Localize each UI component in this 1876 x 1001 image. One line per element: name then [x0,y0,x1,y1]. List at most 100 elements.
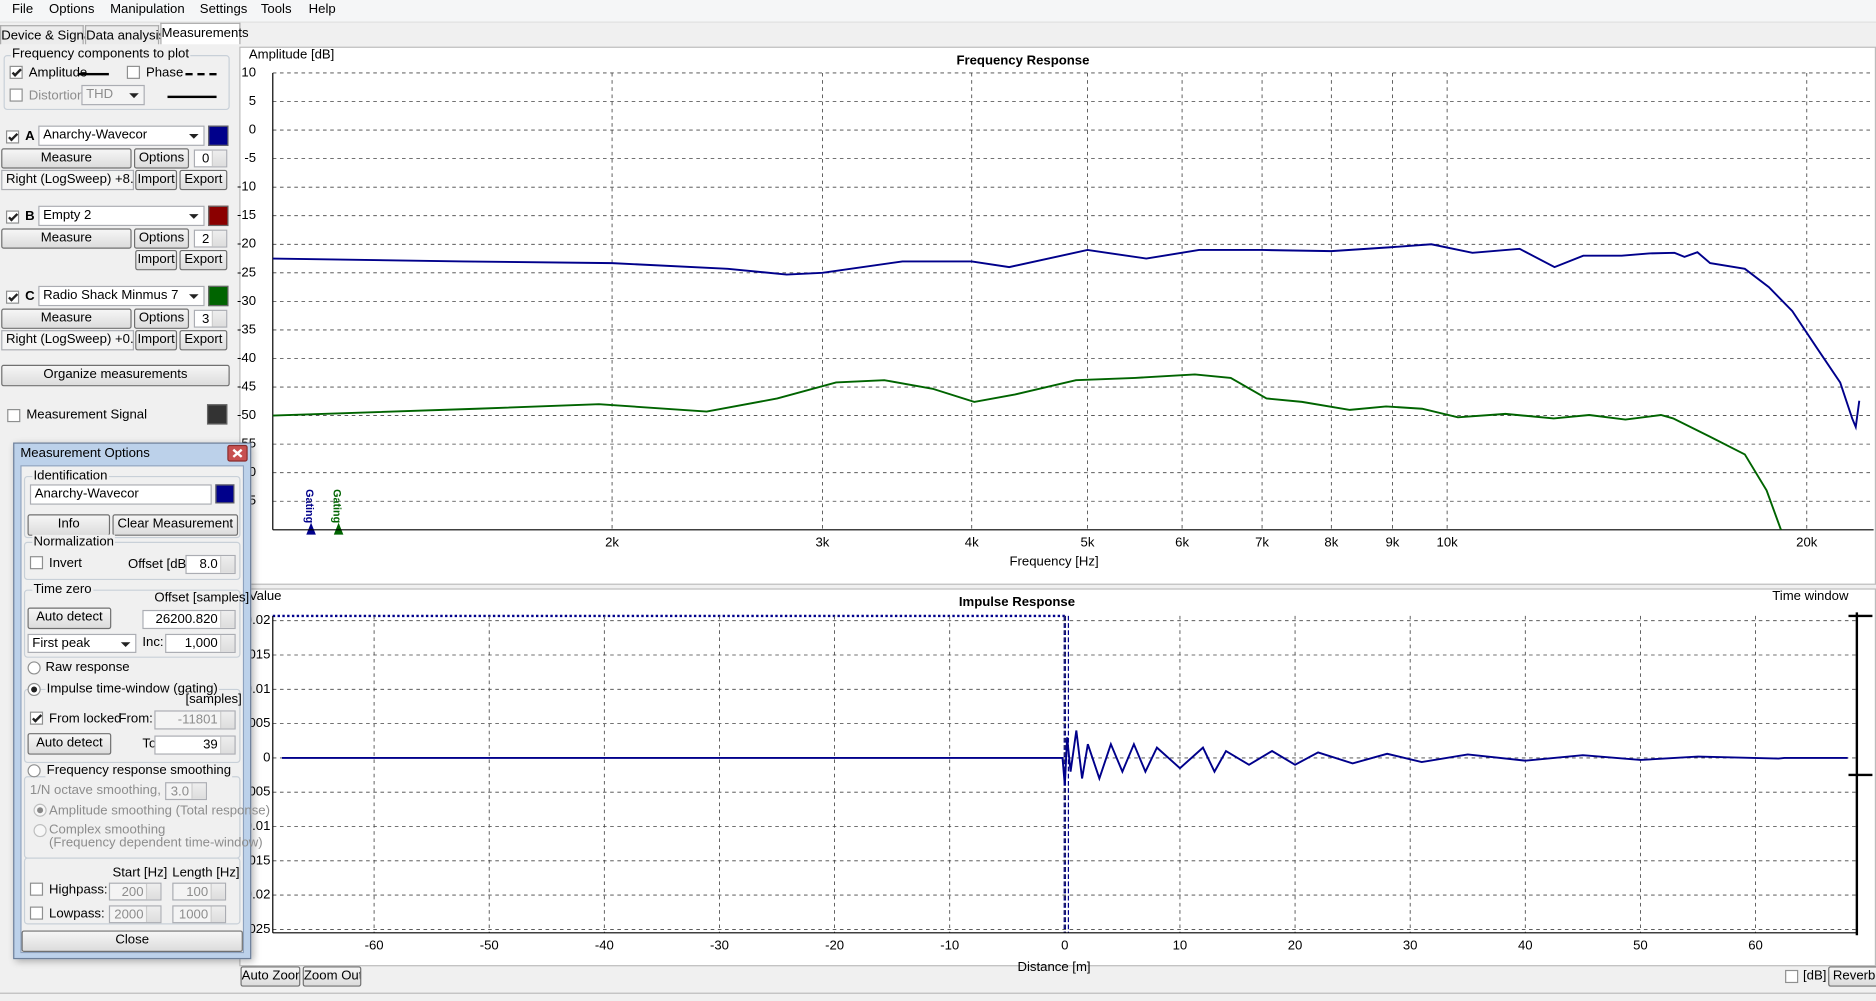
dropdown[interactable]: Empty 2 [38,205,205,227]
close-icon[interactable] [227,444,248,462]
checkbox[interactable] [29,556,44,570]
x-tick-label: 50 [1633,937,1648,952]
radio[interactable] [27,661,41,675]
radio[interactable] [33,803,47,817]
y-tick-label: -40 [237,350,256,365]
spin-box[interactable]: 8.0 [185,554,236,575]
button[interactable]: Options [134,228,190,249]
checkbox[interactable] [5,130,20,144]
color-swatch[interactable] [208,285,229,307]
spin-box[interactable]: 2000 [108,905,162,924]
spin-box[interactable]: -11801 [154,710,236,730]
radio[interactable] [27,682,41,697]
label: Offset [samples] [154,590,250,606]
spin-box[interactable]: 200 [108,882,162,901]
checkbox[interactable] [5,290,20,304]
checkbox[interactable] [5,210,20,224]
series-line [272,243,1861,431]
button[interactable]: Measure [1,228,132,249]
menu-item[interactable]: Manipulation [110,2,185,17]
tab[interactable]: Device & Signal [0,25,94,45]
x-tick-label: 0 [1061,937,1068,952]
dialog-body: Identification Anarchy-Wavecor Info Clea… [20,465,270,954]
label: Lowpass: [49,906,105,921]
y-axis-label: Value [249,588,282,603]
spin-box[interactable]: 0 [193,149,228,168]
spin-box[interactable]: 39 [154,735,236,755]
button[interactable]: Clear Measurement [112,514,239,536]
checkbox[interactable] [29,882,44,896]
checkbox[interactable] [7,409,21,423]
menu-item[interactable]: Tools [260,2,292,17]
dropdown[interactable]: First peak [27,633,137,653]
group-box [23,541,241,581]
button[interactable]: Close [21,930,243,952]
dropdown[interactable]: Anarchy-Wavecor [38,125,205,146]
close-glyph [232,448,243,458]
button[interactable]: Export [179,169,228,191]
tab[interactable]: Measurements [160,22,249,45]
spin-box[interactable]: 1,000 [165,633,236,653]
x-tick-label: 4k [965,534,979,549]
button[interactable]: Auto detect [27,733,112,755]
checkbox[interactable] [1785,969,1799,984]
checkbox[interactable] [126,65,140,79]
label: Start [Hz] [112,865,168,881]
menu-item[interactable]: Options [49,2,95,17]
color-swatch[interactable] [215,484,235,504]
tab[interactable]: Data analysis [84,25,165,45]
button[interactable]: Measure [1,308,132,329]
menu-item[interactable]: File [11,2,34,17]
spin-box[interactable]: 100 [172,882,227,901]
label: From: [118,711,153,726]
spin-box[interactable]: 2 [193,229,228,248]
button[interactable]: Info [27,514,111,536]
checkbox[interactable] [9,88,23,102]
checkbox[interactable] [29,906,44,920]
x-tick-label: 60 [1748,937,1763,952]
button[interactable]: Auto detect [27,607,112,630]
button[interactable]: Import [135,330,178,351]
button[interactable]: Export [179,330,228,351]
checkbox[interactable] [29,711,44,725]
x-tick-label: 40 [1518,937,1533,952]
button[interactable]: Organize measurements [1,364,230,387]
spin-box[interactable]: 1000 [172,905,227,924]
spin-box[interactable]: 3.0 [165,782,207,801]
dropdown[interactable]: THD [81,84,145,106]
button[interactable]: Reverber [1828,966,1876,987]
button[interactable]: Measure [1,148,132,169]
checkbox[interactable] [9,65,23,79]
spin-box[interactable]: 26200.820 [142,609,236,630]
dropdown[interactable]: Radio Shack Minmus 7 [38,285,205,307]
radio[interactable] [27,764,41,778]
button[interactable]: Options [134,148,190,169]
button[interactable]: Auto Zoom [240,966,301,987]
button[interactable]: Import [135,249,178,271]
label: [samples] [185,692,242,707]
menu-item[interactable]: Settings [199,2,248,17]
text-field[interactable]: Anarchy-Wavecor [29,484,212,505]
button[interactable]: Zoom Out [302,966,362,987]
menu-item[interactable]: Help [308,2,336,17]
y-tick-label: -5 [244,150,256,165]
label: From locked [49,711,122,726]
radio[interactable] [33,824,47,838]
color-swatch[interactable] [206,404,228,425]
tab-bar: Device & Signal Data analysis Measurements [0,22,1876,46]
label: Phase [145,65,184,81]
x-tick-label: -50 [480,937,499,952]
button[interactable]: Export [179,249,228,271]
spin-box[interactable]: 3 [193,309,228,328]
x-tick-label: 20 [1288,937,1303,952]
dialog: Measurement Options Identification Anarc… [13,442,270,960]
label: Highpass: [49,882,108,897]
color-swatch[interactable] [208,205,229,227]
label: Invert [49,556,82,571]
button[interactable]: Import [135,169,178,191]
line-sample [77,72,109,76]
color-swatch[interactable] [208,125,229,146]
gating-arrow [333,522,344,535]
freq-panel [239,46,1876,585]
button[interactable]: Options [134,308,190,329]
